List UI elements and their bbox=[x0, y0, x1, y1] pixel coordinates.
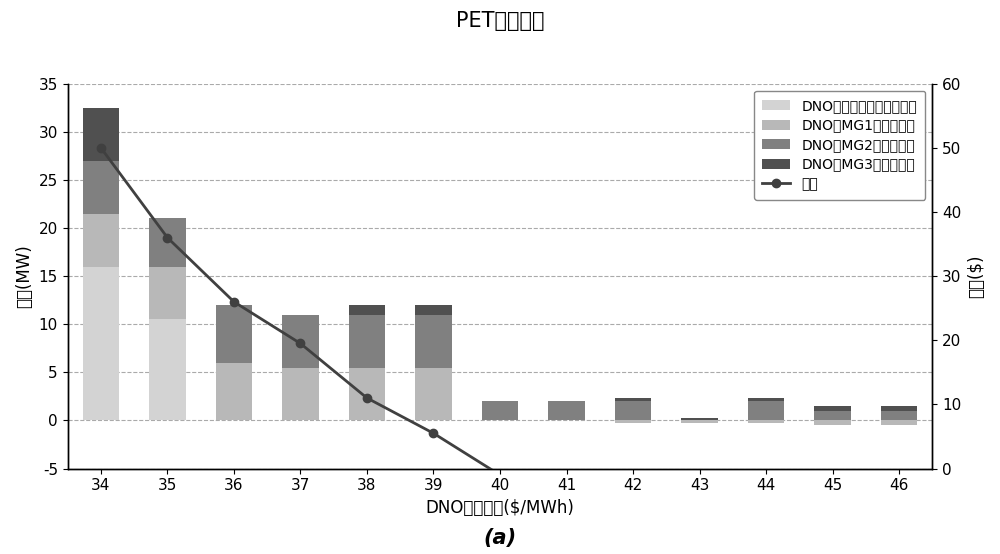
Bar bbox=[814, 420, 851, 425]
收益 bbox=[893, 481, 905, 488]
Bar bbox=[149, 320, 186, 420]
Bar bbox=[83, 108, 119, 161]
Bar bbox=[149, 218, 186, 266]
Bar bbox=[881, 411, 917, 420]
Bar bbox=[349, 305, 385, 315]
Bar bbox=[415, 305, 452, 315]
Bar bbox=[548, 401, 585, 420]
Bar bbox=[349, 367, 385, 420]
Bar bbox=[282, 367, 319, 420]
Bar bbox=[83, 266, 119, 420]
Bar bbox=[415, 367, 452, 420]
Bar bbox=[216, 305, 252, 363]
Line: 收益: 收益 bbox=[97, 143, 903, 489]
收益 bbox=[494, 471, 506, 478]
收益 bbox=[827, 481, 839, 488]
收益 bbox=[760, 481, 772, 488]
收益 bbox=[161, 234, 173, 241]
Bar bbox=[349, 315, 385, 367]
Bar bbox=[881, 420, 917, 425]
收益 bbox=[294, 340, 306, 347]
Bar bbox=[482, 401, 518, 420]
Bar bbox=[814, 406, 851, 411]
收益 bbox=[561, 478, 573, 485]
Bar bbox=[83, 161, 119, 214]
Bar bbox=[415, 315, 452, 367]
Bar bbox=[748, 420, 784, 423]
Y-axis label: 功率(MW): 功率(MW) bbox=[15, 244, 33, 308]
X-axis label: DNO购电价格($/MWh): DNO购电价格($/MWh) bbox=[426, 499, 574, 517]
收益 bbox=[228, 299, 240, 305]
收益 bbox=[361, 394, 373, 401]
Legend: DNO与上级电网交互电功率, DNO与MG1交互电功率, DNO与MG2交互电功率, DNO与MG3交互电功率, 收益: DNO与上级电网交互电功率, DNO与MG1交互电功率, DNO与MG2交互电功… bbox=[754, 91, 925, 199]
收益 bbox=[627, 481, 639, 488]
Bar bbox=[748, 401, 784, 420]
Bar bbox=[83, 214, 119, 266]
Bar bbox=[149, 266, 186, 320]
Bar bbox=[681, 420, 718, 423]
Bar bbox=[615, 398, 651, 401]
Bar bbox=[615, 420, 651, 423]
Bar bbox=[748, 398, 784, 401]
Bar bbox=[615, 401, 651, 420]
Text: PET优化结果: PET优化结果 bbox=[456, 11, 544, 31]
Bar bbox=[814, 411, 851, 420]
Bar bbox=[881, 406, 917, 411]
Bar bbox=[681, 418, 718, 420]
收益 bbox=[95, 145, 107, 151]
Bar bbox=[216, 363, 252, 420]
Text: (a): (a) bbox=[483, 529, 517, 548]
Bar bbox=[282, 315, 319, 367]
收益 bbox=[694, 481, 706, 488]
收益 bbox=[427, 430, 439, 437]
Y-axis label: 收益($): 收益($) bbox=[967, 254, 985, 298]
